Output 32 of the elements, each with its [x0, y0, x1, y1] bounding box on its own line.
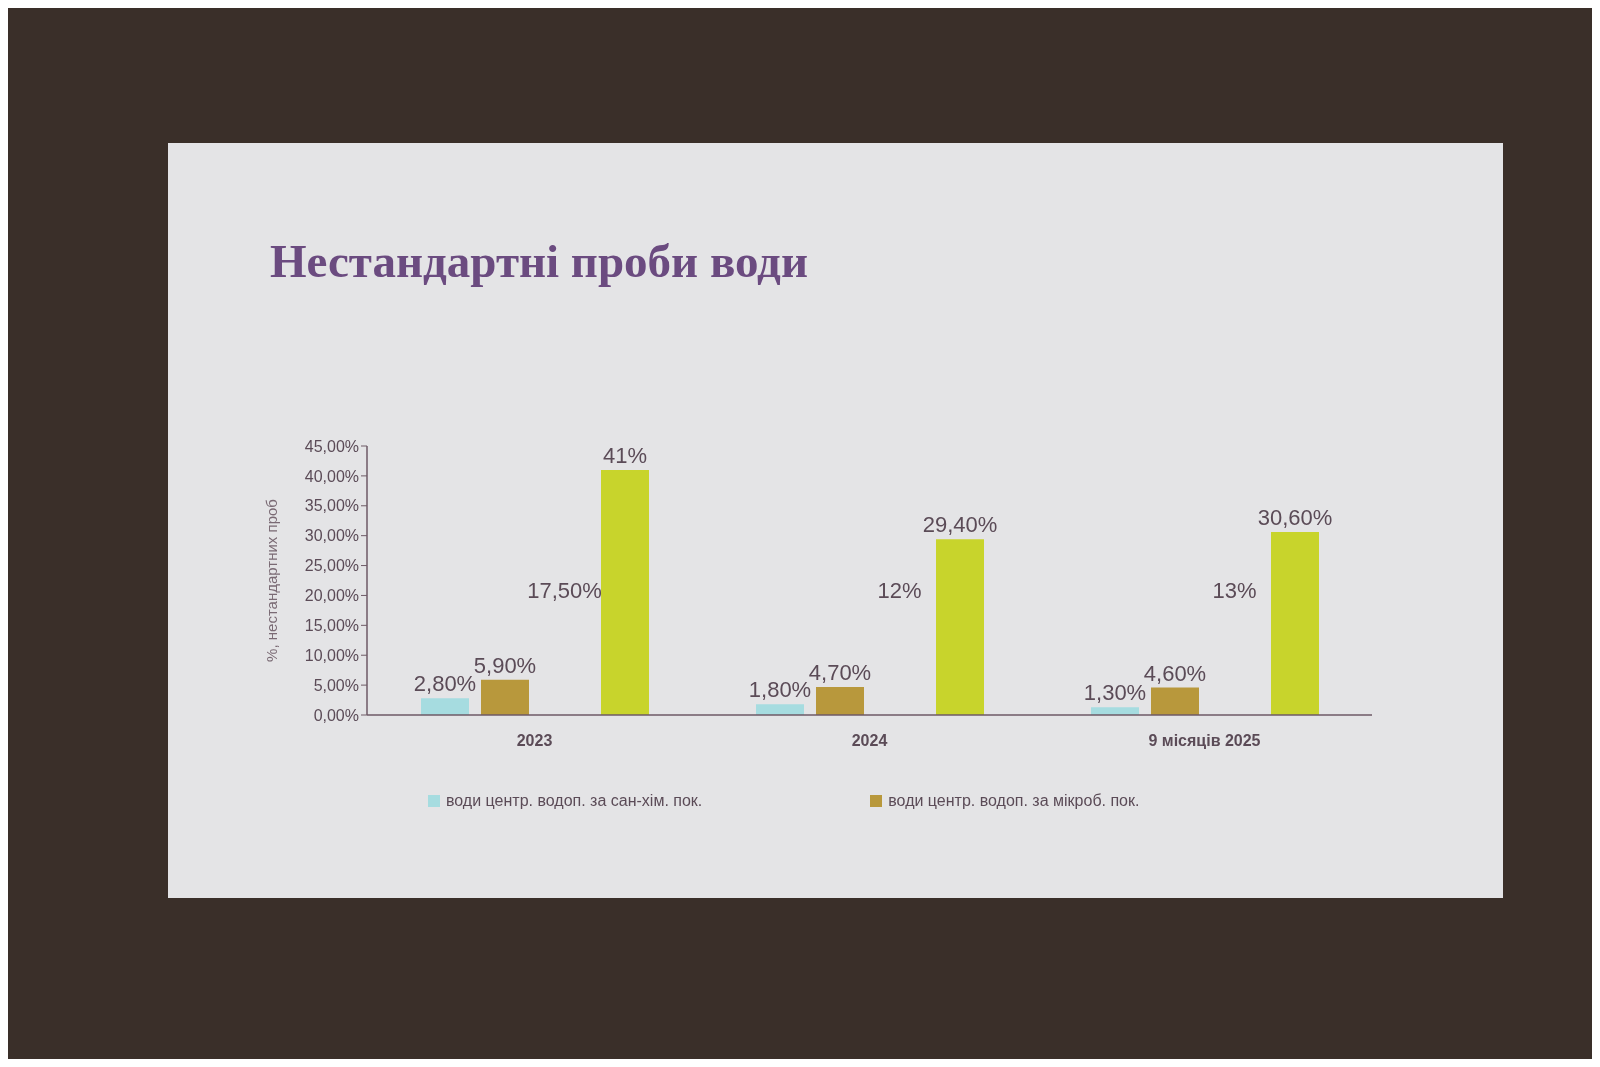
bar	[1271, 532, 1319, 715]
y-tick-label: 20,00%	[304, 587, 359, 605]
y-axis-title: %, нестандартних проб	[263, 499, 281, 662]
x-tick-label: 2024	[851, 732, 888, 750]
bar	[816, 686, 864, 715]
y-tick-label: 45,00%	[304, 437, 359, 455]
annotation: 17,50%	[527, 578, 602, 604]
y-tick-label: 10,00%	[304, 646, 359, 664]
y-tick-label: 40,00%	[304, 467, 359, 485]
data-label: 29,40%	[922, 512, 998, 538]
legend-label: води центр. водоп. за мікроб. пок.	[888, 792, 1140, 810]
x-tick-label: 9 місяців 2025	[1148, 732, 1261, 750]
bar	[421, 698, 469, 715]
bar	[481, 679, 529, 715]
y-tick-label: 35,00%	[304, 497, 359, 515]
data-label: 30,60%	[1257, 505, 1333, 531]
bar	[601, 469, 649, 715]
bar	[936, 539, 984, 715]
x-tick-label: 2023	[516, 732, 553, 750]
bar	[756, 704, 804, 715]
y-tick-label: 15,00%	[304, 617, 359, 635]
y-tick-label: 30,00%	[304, 527, 359, 545]
y-tick-label: 5,00%	[313, 676, 359, 694]
annotation: 12%	[877, 578, 922, 604]
data-label: 41%	[602, 442, 648, 468]
annotation: 13%	[1212, 578, 1257, 604]
y-tick-label: 0,00%	[313, 706, 359, 724]
legend-label: води центр. водоп. за сан-хім. пок.	[446, 792, 703, 810]
y-tick-label: 25,00%	[304, 557, 359, 575]
chart-title: Нестандартні проби води	[270, 235, 808, 288]
bar	[1091, 707, 1139, 715]
bar	[1151, 687, 1199, 715]
